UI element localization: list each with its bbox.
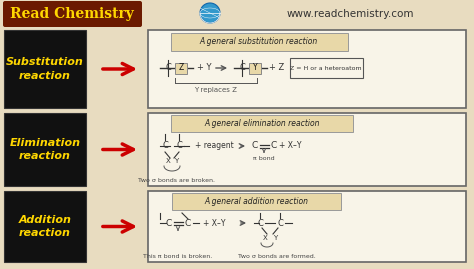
Text: Z = H or a heteroatom: Z = H or a heteroatom [290, 65, 362, 70]
Text: C: C [165, 63, 171, 73]
Text: C: C [239, 63, 245, 73]
FancyBboxPatch shape [175, 62, 187, 73]
Text: A general elimination reaction: A general elimination reaction [204, 119, 320, 129]
Text: Read Chemistry: Read Chemistry [10, 7, 134, 21]
Circle shape [200, 3, 220, 23]
Text: Y replaces Z: Y replaces Z [194, 87, 237, 93]
Text: + Y: + Y [197, 63, 211, 73]
Text: Z: Z [178, 63, 183, 73]
Bar [4, 113, 86, 186]
Text: + X–Y: + X–Y [203, 218, 226, 228]
Text: + reagent: + reagent [195, 141, 234, 150]
FancyBboxPatch shape [171, 33, 348, 51]
Bar [4, 30, 86, 108]
Text: C: C [176, 141, 182, 150]
Text: π bond: π bond [253, 157, 275, 161]
Text: C: C [252, 141, 258, 150]
Text: Y: Y [174, 158, 178, 164]
Text: This π bond is broken.: This π bond is broken. [143, 254, 213, 260]
Bar [148, 30, 466, 108]
Text: C: C [185, 218, 191, 228]
Text: Y: Y [273, 235, 277, 241]
Text: C: C [162, 141, 168, 150]
Text: + X–Y: + X–Y [279, 141, 301, 150]
Text: Two σ bonds are broken.: Two σ bonds are broken. [138, 178, 216, 182]
Text: Substitution
reaction: Substitution reaction [6, 57, 84, 81]
Text: www.readchemistry.com: www.readchemistry.com [286, 9, 414, 19]
Text: X: X [165, 158, 170, 164]
FancyBboxPatch shape [172, 193, 341, 210]
Bar [148, 191, 466, 262]
Text: A general addition reaction: A general addition reaction [204, 197, 308, 207]
Text: Y: Y [253, 63, 257, 73]
FancyBboxPatch shape [171, 115, 353, 132]
Text: C: C [277, 218, 283, 228]
Text: C: C [257, 218, 263, 228]
FancyBboxPatch shape [3, 1, 142, 27]
Bar [4, 191, 86, 262]
Text: C: C [271, 141, 277, 150]
Text: X: X [263, 235, 267, 241]
Text: + Z: + Z [269, 63, 284, 73]
FancyBboxPatch shape [249, 62, 261, 73]
Bar [290, 58, 363, 78]
Text: A general substitution reaction: A general substitution reaction [200, 37, 318, 47]
Bar [148, 113, 466, 186]
Text: Elimination
reaction: Elimination reaction [9, 138, 81, 161]
Text: C: C [166, 218, 172, 228]
Text: Two σ bonds are formed.: Two σ bonds are formed. [238, 254, 316, 260]
Text: Addition
reaction: Addition reaction [18, 215, 72, 238]
